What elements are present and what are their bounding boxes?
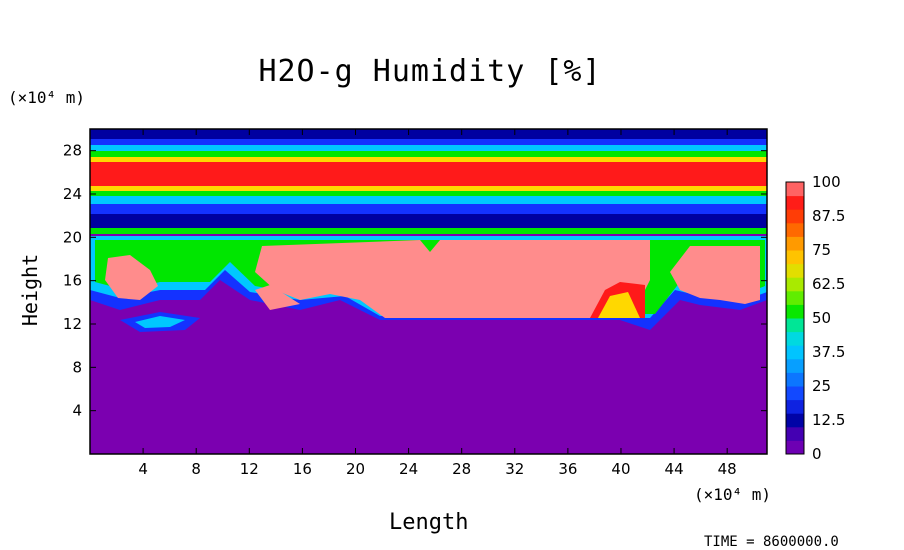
y-tick-label: 24 <box>63 185 82 203</box>
colorbar-swatch <box>786 290 804 305</box>
y-tick-label: 16 <box>63 272 82 290</box>
y-tick-label: 8 <box>72 358 82 376</box>
x-tick-label: 40 <box>611 460 630 478</box>
colorbar-swatch <box>786 372 804 387</box>
x-tick-label: 4 <box>138 460 148 478</box>
colorbar-swatch <box>786 304 804 319</box>
x-tick-label: 36 <box>558 460 577 478</box>
y-ticks: 4 8 12 16 20 24 28 <box>63 142 767 420</box>
x-tick-label: 24 <box>399 460 418 478</box>
x-tick-label: 8 <box>191 460 201 478</box>
x-tick-label: 12 <box>240 460 259 478</box>
colorbar-label: 62.5 <box>812 275 845 293</box>
colorbar-swatch <box>786 318 804 333</box>
colorbar-swatch <box>786 182 804 197</box>
colorbar-swatch <box>786 195 804 210</box>
x-axis-label: Length <box>389 510 469 535</box>
colorbar-swatch <box>786 263 804 278</box>
colorbar-swatch <box>786 331 804 346</box>
x-tick-label: 16 <box>293 460 312 478</box>
x-tick-label: 48 <box>718 460 737 478</box>
colorbar-label: 37.5 <box>812 343 845 361</box>
y-tick-label: 20 <box>63 228 82 246</box>
y-tick-label: 28 <box>63 142 82 160</box>
colorbar: 100 87.5 75 62.5 50 37.5 25 12.5 0 <box>785 173 845 463</box>
colorbar-swatch <box>786 399 804 414</box>
x-tick-label: 20 <box>346 460 365 478</box>
x-scale-note: (×10⁴ m) <box>694 485 772 504</box>
colorbar-label: 100 <box>812 173 841 191</box>
colorbar-swatch <box>786 209 804 224</box>
colorbar-label: 25 <box>812 377 831 395</box>
colorbar-swatch <box>786 426 804 441</box>
colorbar-label: 12.5 <box>812 411 845 429</box>
colorbar-label: 87.5 <box>812 207 845 225</box>
colorbar-label: 75 <box>812 241 831 259</box>
colorbar-frame <box>785 181 805 455</box>
colorbar-label: 50 <box>812 309 831 327</box>
plot-frame <box>89 128 768 455</box>
colorbar-swatch <box>786 236 804 251</box>
heatmap-field <box>90 129 767 454</box>
y-tick-label: 4 <box>72 402 82 420</box>
chart-title: H2O-g Humidity [%] <box>258 54 602 89</box>
x-tick-label: 32 <box>505 460 524 478</box>
colorbar-swatch <box>786 386 804 401</box>
colorbar-swatch <box>786 440 804 455</box>
colorbar-swatch <box>786 250 804 265</box>
y-scale-note: (×10⁴ m) <box>8 88 86 107</box>
colorbar-swatch <box>786 345 804 360</box>
colorbar-swatch <box>786 413 804 428</box>
y-tick-label: 12 <box>63 315 82 333</box>
x-ticks: 4 8 12 16 20 24 28 32 36 40 44 48 <box>138 129 737 478</box>
x-tick-label: 28 <box>452 460 471 478</box>
colorbar-label: 0 <box>812 445 822 463</box>
colorbar-swatch <box>786 222 804 237</box>
colorbar-swatch <box>786 358 804 373</box>
x-tick-label: 44 <box>665 460 684 478</box>
colorbar-swatch <box>786 277 804 292</box>
